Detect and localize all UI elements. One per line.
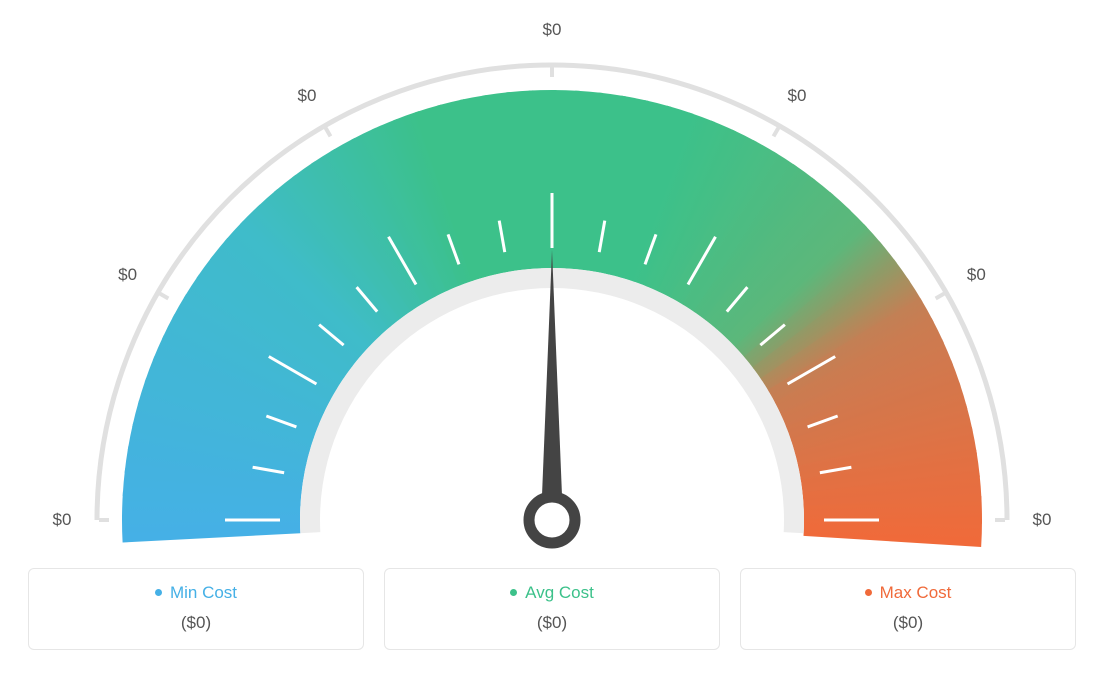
legend-title-max: Max Cost [741,583,1075,603]
legend-card-min: Min Cost ($0) [28,568,364,650]
legend-dot-max [865,589,872,596]
gauge-label: $0 [118,265,137,285]
legend-dot-min [155,589,162,596]
gauge-chart: $0 $0 $0 $0 $0 $0 $0 [0,0,1104,560]
gauge-label: $0 [1033,510,1052,530]
legend-card-avg: Avg Cost ($0) [384,568,720,650]
legend-title-avg: Avg Cost [385,583,719,603]
legend-value-avg: ($0) [385,613,719,633]
legend-label-min: Min Cost [170,583,237,602]
legend-card-max: Max Cost ($0) [740,568,1076,650]
legend-label-max: Max Cost [880,583,952,602]
legend-dot-avg [510,589,517,596]
legend-label-avg: Avg Cost [525,583,594,602]
gauge-label: $0 [298,86,317,106]
legend-title-min: Min Cost [29,583,363,603]
gauge-label: $0 [788,86,807,106]
legend-row: Min Cost ($0) Avg Cost ($0) Max Cost ($0… [0,568,1104,650]
gauge-label: $0 [967,265,986,285]
gauge-svg [0,0,1104,560]
legend-value-max: ($0) [741,613,1075,633]
gauge-label: $0 [53,510,72,530]
legend-value-min: ($0) [29,613,363,633]
gauge-label: $0 [543,20,562,40]
